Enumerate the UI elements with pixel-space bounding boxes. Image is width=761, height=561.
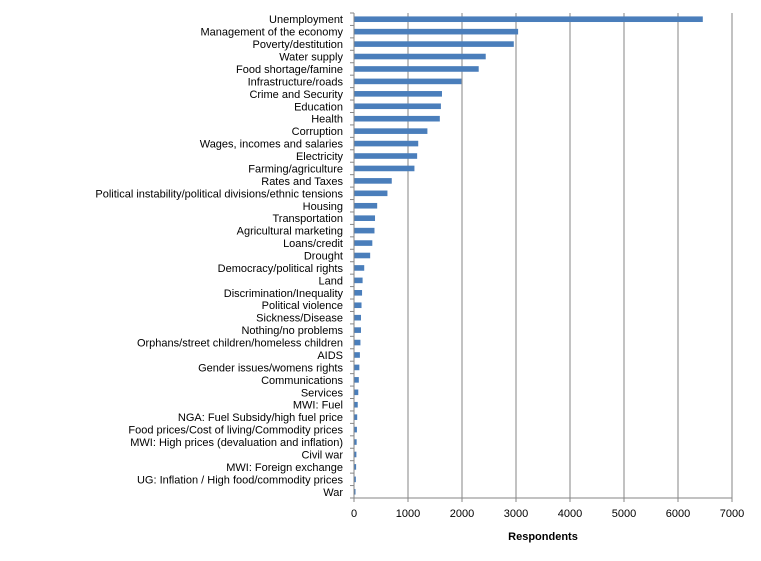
x-tick-label: 5000 [612,508,636,520]
category-label: Gender issues/womens rights [198,362,343,374]
category-label: Agricultural marketing [237,226,343,238]
category-label: Infrastructure/roads [248,76,344,88]
bar [354,178,392,184]
bar [354,66,479,72]
category-label: Housing [303,201,343,213]
bar [354,314,361,321]
category-label: MWI: Fuel [293,400,343,412]
bar [354,240,373,246]
bar [354,91,442,97]
bar [354,488,356,495]
x-tick-label: 6000 [666,508,690,520]
bar [354,389,359,396]
bar [354,165,415,172]
category-label: Water supply [279,52,343,64]
bar [354,426,357,433]
bar [354,103,441,110]
category-label: Civil war [301,449,343,461]
category-label: UG: Inflation / High food/commodity pric… [137,474,344,486]
bar [354,352,360,358]
bar [354,28,519,35]
category-label: NGA: Fuel Subsidy/high fuel price [178,412,343,424]
bar [354,327,361,333]
bar [354,115,440,122]
bar [354,277,363,284]
bar [354,153,418,159]
category-label: Transportation [272,213,343,225]
category-label: Electricity [296,151,344,163]
category-label: Crime and Security [249,89,343,101]
bar [354,377,359,383]
bar [354,290,363,296]
bar [354,414,358,420]
bar [354,190,388,197]
bar [354,439,357,445]
x-tick-label: 0 [351,508,357,520]
x-tick-label: 3000 [504,508,528,520]
category-label: War [323,487,343,499]
x-tick-label: 2000 [450,508,474,520]
category-label: Education [294,101,343,113]
category-label: MWI: High prices (devaluation and inflat… [130,437,343,449]
x-tick-label: 4000 [558,508,582,520]
bar [354,128,428,134]
category-label: Food shortage/famine [236,64,343,76]
category-label: Nothing/no problems [241,325,343,337]
category-label: Democracy/political rights [218,263,344,275]
category-label: Discrimination/Inequality [224,288,344,300]
x-axis-title: Respondents [508,531,578,543]
category-label: Political violence [262,300,343,312]
x-tick-label: 1000 [396,508,420,520]
bar [354,302,362,309]
axes [350,12,733,502]
category-label: Communications [261,375,343,387]
x-tick-label: 7000 [720,508,744,520]
bar [354,401,358,408]
x-tick-labels: 0 1000 2000 3000 4000 5000 6000 7000 [351,508,744,520]
category-label: Rates and Taxes [261,176,343,188]
bar [354,252,371,259]
bar [354,451,357,458]
category-label: Land [319,275,343,287]
category-label: Sickness/Disease [256,313,343,325]
bar [354,464,357,470]
category-label: Unemployment [269,14,343,26]
bar [354,265,365,271]
category-label: Farming/agriculture [248,163,343,175]
category-label: Loans/credit [283,238,343,250]
bar [354,16,703,23]
bar [354,140,419,147]
gridlines [407,13,733,498]
category-label: Wages, incomes and salaries [200,139,344,151]
category-label: Poverty/destitution [253,39,344,51]
bar [354,215,376,221]
bars [354,16,703,495]
bar [354,339,361,346]
category-label: Health [311,114,343,126]
category-label: Management of the economy [201,27,344,39]
category-label: Drought [304,251,343,263]
category-label: Food prices/Cost of living/Commodity pri… [128,425,343,437]
bar [354,78,462,85]
category-label: Orphans/street children/homeless childre… [137,338,343,350]
category-label: Political instability/political division… [95,188,343,200]
bar [354,476,356,483]
category-label: AIDS [317,350,343,362]
bar [354,364,360,371]
bar [354,227,375,234]
category-label: Services [301,387,344,399]
category-label: Corruption [292,126,343,138]
bar [354,41,514,47]
bar [354,202,378,209]
category-label: MWI: Foreign exchange [226,462,343,474]
bar [354,53,486,60]
